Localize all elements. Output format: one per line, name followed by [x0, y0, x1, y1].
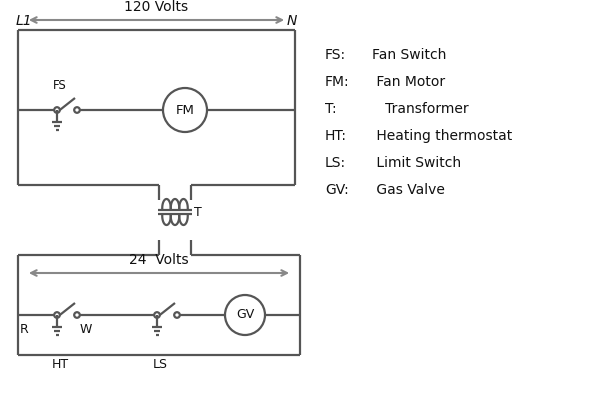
Text: L1: L1 [16, 14, 32, 28]
Text: FS:: FS: [325, 48, 346, 62]
Text: Transformer: Transformer [372, 102, 468, 116]
Text: FM: FM [176, 104, 195, 116]
Text: Fan Motor: Fan Motor [372, 75, 445, 89]
Text: N: N [287, 14, 297, 28]
Text: GV: GV [236, 308, 254, 322]
Text: R: R [20, 323, 29, 336]
Text: LS:: LS: [325, 156, 346, 170]
Text: FS: FS [53, 79, 67, 92]
Text: Heating thermostat: Heating thermostat [372, 129, 512, 143]
Text: FM:: FM: [325, 75, 350, 89]
Text: T:: T: [325, 102, 337, 116]
Text: GV:: GV: [325, 183, 349, 197]
Text: LS: LS [152, 358, 168, 371]
Text: Fan Switch: Fan Switch [372, 48, 447, 62]
Text: HT:: HT: [325, 129, 347, 143]
Text: Gas Valve: Gas Valve [372, 183, 445, 197]
Text: 24  Volts: 24 Volts [129, 253, 189, 267]
Text: T: T [194, 206, 202, 218]
Text: W: W [80, 323, 93, 336]
Text: 120 Volts: 120 Volts [124, 0, 189, 14]
Text: Limit Switch: Limit Switch [372, 156, 461, 170]
Text: HT: HT [51, 358, 68, 371]
